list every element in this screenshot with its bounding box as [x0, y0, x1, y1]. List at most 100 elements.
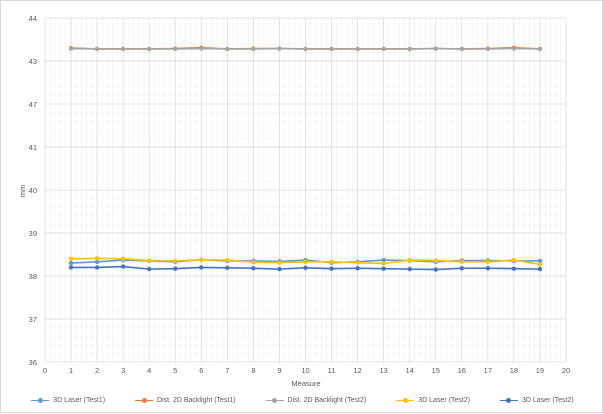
legend-item: 3D Laser (Test1)	[31, 396, 105, 404]
data-point	[460, 266, 464, 270]
data-point	[95, 265, 99, 269]
legend-item: Dist. 2D Backlight (Test2)	[266, 396, 367, 404]
legend-swatch	[500, 396, 518, 404]
legend-item: 3D Laser (Test2)	[500, 396, 574, 404]
legend-swatch	[31, 396, 49, 404]
data-point	[69, 257, 73, 261]
x-tick-label: 3	[121, 366, 125, 375]
data-point	[69, 46, 73, 50]
data-point	[303, 47, 307, 51]
data-point	[460, 260, 464, 264]
x-tick-label: 6	[199, 366, 203, 375]
y-tick-label: 37	[29, 315, 37, 324]
x-tick-label: 0	[43, 366, 47, 375]
x-tick-label: 5	[173, 366, 177, 375]
x-tick-label: 14	[406, 366, 414, 375]
x-tick-label: 1	[69, 366, 73, 375]
data-point	[408, 258, 412, 262]
data-point	[277, 260, 281, 264]
data-point	[173, 259, 177, 263]
legend-label: 3D Laser (Test2)	[418, 397, 470, 404]
x-axis-title: Measure	[291, 379, 320, 388]
data-point	[199, 46, 203, 50]
data-point	[512, 46, 516, 50]
grid	[45, 18, 566, 362]
data-point	[538, 262, 542, 266]
x-tick-label: 11	[328, 366, 336, 375]
data-point	[121, 257, 125, 261]
data-point	[69, 265, 73, 269]
data-point	[538, 47, 542, 51]
x-tick-label: 4	[147, 366, 151, 375]
data-point	[277, 46, 281, 50]
data-point	[329, 47, 333, 51]
legend-label: 3D Laser (Test2)	[522, 397, 574, 404]
data-point	[408, 47, 412, 51]
data-point	[173, 47, 177, 51]
data-point	[329, 260, 333, 264]
data-point	[434, 267, 438, 271]
data-point	[408, 267, 412, 271]
data-point	[329, 266, 333, 270]
legend-label: Dist. 2D Backlight (Test1)	[157, 397, 236, 404]
legend-swatch	[266, 396, 284, 404]
data-point	[303, 266, 307, 270]
y-tick-label: 36	[29, 358, 37, 367]
legend-swatch	[396, 396, 414, 404]
data-point	[434, 258, 438, 262]
x-tick-label: 15	[432, 366, 440, 375]
data-point	[355, 266, 359, 270]
y-axis-title: mm	[18, 185, 27, 198]
data-point	[486, 47, 490, 51]
data-point	[69, 261, 73, 265]
legend-label: 3D Laser (Test1)	[53, 397, 105, 404]
data-point	[486, 266, 490, 270]
legend-label: Dist. 2D Backlight (Test2)	[288, 397, 367, 404]
x-tick-label: 10	[301, 366, 309, 375]
data-point	[121, 47, 125, 51]
data-point	[251, 47, 255, 51]
data-point	[277, 267, 281, 271]
legend-item: 3D Laser (Test2)	[396, 396, 470, 404]
y-tick-label: 41	[29, 143, 37, 152]
x-tick-label: 9	[277, 366, 281, 375]
data-point	[538, 267, 542, 271]
data-point	[381, 266, 385, 270]
data-point	[251, 260, 255, 264]
x-tick-label: 19	[536, 366, 544, 375]
y-tick-label: 39	[29, 229, 37, 238]
data-point	[225, 266, 229, 270]
data-point	[95, 47, 99, 51]
data-point	[199, 257, 203, 261]
y-tick-label: 38	[29, 272, 37, 281]
data-point	[251, 266, 255, 270]
x-tick-label: 7	[225, 366, 229, 375]
data-point	[147, 47, 151, 51]
data-point	[512, 258, 516, 262]
data-point	[355, 47, 359, 51]
data-point	[121, 264, 125, 268]
x-tick-label: 17	[484, 366, 492, 375]
data-point	[199, 265, 203, 269]
data-point	[95, 256, 99, 260]
data-point	[147, 267, 151, 271]
data-point	[355, 260, 359, 264]
x-tick-label: 12	[353, 366, 361, 375]
y-tick-label: 43	[29, 57, 37, 66]
legend: 3D Laser (Test1) Dist. 2D Backlight (Test…	[1, 393, 603, 407]
x-tick-label: 16	[458, 366, 466, 375]
data-point	[303, 260, 307, 264]
data-point	[460, 47, 464, 51]
y-tick-label: 47	[29, 100, 37, 109]
data-point	[225, 258, 229, 262]
x-tick-label: 20	[562, 366, 570, 375]
data-point	[173, 266, 177, 270]
legend-item: Dist. 2D Backlight (Test1)	[135, 396, 236, 404]
x-tick-label: 2	[95, 366, 99, 375]
x-tick-label: 13	[379, 366, 387, 375]
data-point	[512, 266, 516, 270]
data-point	[381, 47, 385, 51]
